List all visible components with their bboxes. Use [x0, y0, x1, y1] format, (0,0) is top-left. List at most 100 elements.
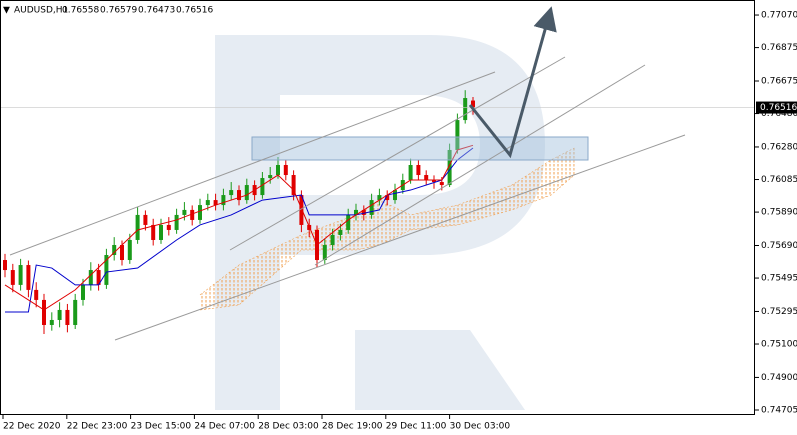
y-tick-label: 0.75295 — [761, 307, 797, 317]
candle-body — [96, 270, 101, 285]
candle-body — [135, 214, 140, 240]
candle-body — [151, 224, 156, 240]
candle-body — [65, 309, 70, 325]
candle-body — [346, 214, 351, 230]
y-tick-label: 0.75690 — [761, 241, 797, 251]
y-tick-label: 0.75890 — [761, 208, 797, 218]
forecast-arrow — [468, 6, 557, 159]
menu-triangle: ▼ — [3, 6, 10, 16]
candle-body — [104, 255, 109, 285]
candle-body — [299, 195, 304, 225]
channel-lines — [9, 56, 686, 341]
candle-body — [361, 209, 366, 215]
candle-body — [49, 319, 54, 325]
candle-body — [447, 149, 452, 186]
candle-body — [73, 299, 78, 325]
candle-body — [291, 175, 296, 196]
candle-body — [221, 195, 226, 206]
candle-body — [268, 175, 273, 179]
y-tick-label: 0.75100 — [761, 340, 797, 350]
candle-body — [10, 270, 15, 285]
candle-body — [190, 209, 195, 220]
y-tick-label: 0.76480 — [761, 109, 797, 119]
candle-body — [237, 190, 241, 201]
candle-body — [471, 100, 475, 108]
candle-body — [432, 180, 436, 183]
x-tick-label: 28 Dec 19:00 — [322, 422, 383, 432]
candle-body — [42, 299, 46, 325]
candle-body — [283, 164, 288, 176]
x-tick-label: 22 Dec 23:00 — [67, 422, 128, 432]
candle-body — [377, 195, 382, 201]
y-tick-label: 0.76875 — [761, 43, 797, 53]
trend-line — [314, 64, 646, 266]
candle-body — [244, 185, 249, 201]
candle-body — [166, 224, 171, 230]
ichimoku-cloud — [200, 147, 575, 310]
candle-body — [463, 98, 468, 121]
x-tick-label: 24 Dec 07:00 — [194, 422, 255, 432]
y-tick-label: 0.75495 — [761, 274, 797, 284]
candle-body — [81, 284, 85, 300]
y-tick-label: 0.74900 — [761, 373, 797, 383]
kijun-line — [5, 147, 474, 313]
candle-body — [408, 164, 413, 181]
candle-body — [174, 214, 179, 230]
trend-line — [9, 71, 496, 256]
x-tick-label: 23 Dec 15:00 — [131, 422, 192, 432]
y-tick-label: 0.77070 — [761, 11, 797, 21]
candle-body — [182, 209, 187, 215]
candle-body — [322, 244, 327, 261]
candle-body — [198, 205, 202, 220]
candle-body — [354, 209, 358, 215]
candle-body — [439, 182, 444, 186]
header-value: 0.76516 — [176, 6, 213, 16]
candle-body — [26, 265, 31, 290]
candle-body — [455, 120, 460, 150]
candle-body — [143, 214, 148, 225]
y-tick-label: 0.76675 — [761, 76, 797, 86]
candle-body — [338, 229, 343, 235]
trend-line — [114, 134, 686, 341]
candle-body — [159, 224, 163, 240]
candle-body — [213, 200, 218, 206]
price-label: 0.76516 — [760, 103, 797, 113]
candle-body — [127, 239, 132, 261]
candle-body — [34, 289, 39, 300]
candle-body — [229, 190, 234, 196]
candle-body — [3, 260, 7, 271]
candle-body — [18, 265, 23, 285]
header-value: 0.76579 — [100, 6, 137, 16]
candle-body — [205, 200, 210, 206]
y-tick-label: 0.76085 — [761, 175, 797, 185]
plot-frame — [0, 0, 755, 415]
candle-body — [112, 244, 117, 256]
x-tick-label: 30 Dec 03:00 — [450, 422, 511, 432]
tenkan-line — [4, 144, 474, 311]
candle-body — [385, 195, 390, 201]
cloud-span — [199, 147, 575, 296]
x-tick-label: 28 Dec 03:00 — [258, 422, 319, 432]
header-value: 0.76558 — [62, 6, 99, 16]
candle-body — [276, 164, 280, 176]
symbol: AUDUSD,H1 — [14, 6, 68, 16]
candle-body — [424, 175, 429, 181]
candle-body — [330, 234, 335, 245]
x-tick-label: 29 Dec 11:00 — [386, 422, 447, 432]
candle-body — [369, 200, 374, 215]
price-box — [756, 101, 797, 114]
candle-body — [416, 164, 421, 176]
resistance-zone — [251, 136, 589, 161]
y-tick-label: 0.76280 — [761, 142, 797, 152]
candle-body — [260, 178, 265, 196]
trend-line — [229, 56, 566, 251]
y-tick-label: 0.74705 — [761, 405, 797, 415]
x-tick-label: 22 Dec 2020 — [3, 422, 61, 432]
candle-body — [57, 309, 62, 320]
header-value: 0.76473 — [138, 6, 175, 16]
candle-body — [88, 270, 93, 285]
candle-body — [393, 190, 397, 201]
cloud-span — [199, 174, 575, 311]
candle-body — [120, 244, 124, 261]
